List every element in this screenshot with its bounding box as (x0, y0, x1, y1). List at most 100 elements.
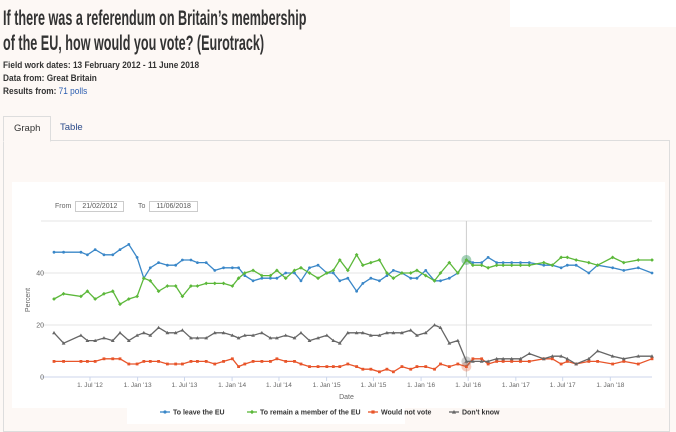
data-point (345, 268, 350, 273)
data-point (550, 354, 555, 358)
data-point (439, 279, 442, 283)
data-point (165, 284, 170, 288)
legend-item-1[interactable]: To remain a member of the EU (247, 410, 361, 417)
data-point (275, 276, 279, 280)
fieldwork-dates: Field work dates: 13 February 2012 - 11 … (3, 60, 199, 70)
data-point (242, 271, 247, 275)
tab-table[interactable]: Table (60, 122, 83, 133)
data-point (268, 336, 273, 340)
x-tick-label: 1. Jan '13 (124, 382, 152, 389)
results-from: Results from: 71 polls (3, 86, 87, 96)
data-point (259, 330, 264, 335)
legend-marker (163, 410, 167, 414)
x-tick-label: 1. Jul '15 (361, 382, 387, 389)
x-tick-label: 1. Jan '16 (407, 382, 435, 389)
data-point (135, 256, 139, 259)
polls-link[interactable]: 71 polls (58, 86, 88, 96)
data-point (509, 356, 514, 361)
data-point (622, 360, 626, 363)
data-point (260, 360, 264, 363)
data-point (284, 271, 288, 275)
data-point (118, 248, 122, 252)
data-point (424, 365, 428, 368)
from-label: From (55, 203, 72, 210)
data-point (360, 263, 365, 268)
data-point (165, 330, 170, 335)
data-point (565, 360, 569, 363)
legend-item-3[interactable]: Don't know (449, 410, 500, 417)
data-point (292, 336, 297, 340)
data-point (237, 365, 240, 368)
data-point (85, 338, 90, 342)
data-point (316, 336, 320, 340)
data-point (479, 359, 484, 363)
data-point (378, 370, 381, 374)
data-point (415, 365, 419, 368)
title-line-2: of the EU, how would you vote? (Eurotrac… (3, 32, 265, 55)
to-date-input[interactable]: 11/06/2018 (149, 201, 198, 212)
data-point (595, 263, 600, 268)
data-point (213, 269, 217, 272)
data-point (464, 258, 469, 262)
data-point (354, 330, 359, 335)
data-point (338, 279, 342, 283)
data-point (293, 360, 296, 363)
data-point (102, 357, 106, 361)
series-line (53, 324, 652, 365)
data-point (610, 255, 615, 260)
data-point (274, 336, 279, 340)
data-point (345, 330, 350, 335)
data-point (369, 276, 373, 280)
data-point (470, 359, 475, 363)
data-point (400, 330, 404, 335)
data-point (550, 357, 554, 361)
x-tick-label: 1. Jul '14 (266, 382, 292, 389)
data-point (102, 291, 106, 296)
data-point (93, 248, 97, 252)
y-tick-label: 20 (36, 323, 44, 330)
fieldwork-label: Field work dates: (3, 60, 73, 70)
data-point (409, 276, 413, 280)
data-point (85, 360, 89, 363)
data-point (391, 269, 395, 272)
data-point (180, 328, 185, 332)
data-point (230, 266, 234, 270)
data-point (408, 328, 413, 332)
data-point (636, 266, 640, 270)
data-point (299, 279, 303, 283)
data-point (85, 289, 90, 294)
x-tick-label: 1. Jan '17 (502, 382, 530, 389)
data-point (480, 261, 484, 264)
title-line-1: If there was a referendum on Britain’s m… (3, 7, 307, 30)
legend-label: Would not vote (381, 410, 432, 417)
data-point (307, 338, 312, 342)
data-point (324, 271, 329, 275)
data-point (173, 330, 178, 335)
data-point (61, 291, 66, 296)
legend-item-2[interactable]: Would not vote (368, 410, 432, 417)
data-point (596, 360, 600, 363)
data-point (527, 261, 531, 264)
data-point (331, 338, 336, 342)
data-point (212, 281, 217, 286)
data-point (251, 360, 255, 363)
data-point (52, 250, 56, 254)
data-point (595, 349, 600, 353)
chart-area (12, 182, 665, 408)
data-point (180, 294, 185, 299)
data-point (62, 250, 65, 254)
data-point (189, 258, 193, 262)
from-date-input[interactable]: 21/02/2012 (75, 201, 125, 212)
data-point (269, 360, 272, 363)
data-point (61, 341, 66, 345)
page-title: If there was a referendum on Britain’s m… (3, 6, 306, 56)
data-point (354, 252, 359, 257)
data-point (611, 266, 615, 270)
data-point (439, 362, 442, 366)
data-point (142, 360, 146, 363)
legend-item-0[interactable]: To leave the EU (160, 410, 225, 417)
data-point (284, 360, 288, 363)
data-point (559, 354, 564, 358)
tab-graph[interactable]: Graph (3, 116, 52, 142)
to-label: To (138, 203, 146, 210)
